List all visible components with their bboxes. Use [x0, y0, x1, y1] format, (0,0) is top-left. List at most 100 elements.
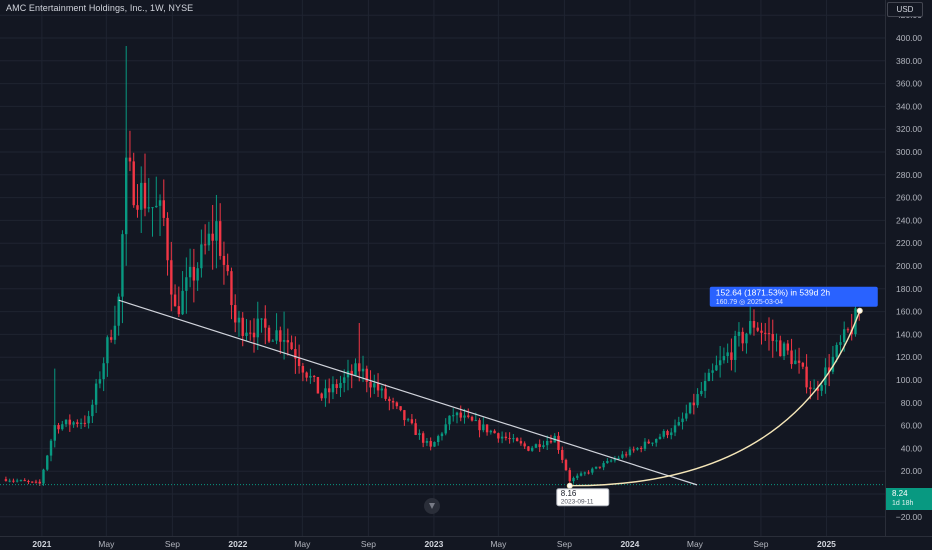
candle-body [474, 420, 477, 422]
candle-body [380, 388, 384, 391]
low-label-value: 8.16 [561, 489, 577, 498]
candle-body [425, 441, 429, 443]
candle-body [429, 441, 432, 447]
candle-body [260, 318, 263, 320]
candle-body [839, 342, 842, 345]
candle-body [136, 205, 139, 210]
candle-body [700, 390, 703, 395]
candle-body [530, 447, 534, 451]
candle-body [418, 433, 421, 435]
candle-body [132, 161, 135, 206]
candle-body [549, 440, 553, 443]
candle-body [613, 458, 617, 461]
currency-button[interactable]: USD [887, 2, 923, 17]
candle-body [655, 439, 658, 443]
measure-arc [569, 310, 861, 487]
candle-body [715, 365, 718, 371]
candle-body [500, 436, 504, 439]
y-tick-label: 140.00 [896, 329, 922, 339]
symbol-title: AMC Entertainment Holdings, Inc., 1W, NY… [6, 3, 194, 13]
candle-body [106, 337, 109, 364]
candle-body [726, 352, 729, 357]
candle-body [196, 268, 199, 281]
candle-body [388, 398, 391, 402]
candle-body [587, 472, 590, 474]
candle-body [651, 442, 654, 444]
candles [4, 45, 861, 486]
candle-body [312, 375, 316, 377]
candle-body [448, 415, 451, 425]
candle-body [158, 200, 162, 206]
candle-body [572, 477, 575, 482]
candle-body [564, 459, 568, 471]
candle-body [27, 481, 30, 483]
candle-body [215, 221, 218, 241]
measure-arc-start [566, 482, 573, 489]
candle-body [275, 330, 278, 341]
candle-body [4, 479, 8, 481]
candle-body [662, 431, 665, 437]
x-tick-label: May [687, 539, 704, 549]
candle-body [15, 480, 19, 482]
candle-body [316, 376, 320, 394]
grid [0, 0, 885, 536]
y-tick-label: 100.00 [896, 375, 922, 385]
candle-body [256, 318, 259, 338]
candle-body [512, 438, 515, 440]
bar-countdown: 1d 18h [892, 500, 914, 507]
candle-body [677, 422, 680, 426]
candle-body [711, 370, 714, 373]
candle-body [546, 440, 549, 446]
candle-body [113, 325, 117, 340]
candle-body [192, 266, 196, 281]
candle-body [576, 475, 579, 478]
candle-body [846, 329, 850, 331]
candle-body [485, 424, 489, 433]
candle-body [745, 333, 748, 344]
y-tick-label: 400.00 [896, 33, 922, 43]
candle-body [200, 244, 203, 269]
candle-body [609, 460, 613, 462]
y-tick-label: 340.00 [896, 101, 922, 111]
candle-body [354, 363, 357, 376]
candle-body [538, 444, 541, 448]
candle-body [636, 447, 639, 450]
candle-body [358, 363, 361, 372]
candle-body [643, 441, 647, 449]
candle-body [421, 433, 425, 443]
candle-body [166, 217, 169, 261]
y-tick-label: 320.00 [896, 124, 922, 134]
x-tick-label: 2021 [32, 539, 51, 549]
candle-body [203, 244, 207, 246]
y-tick-label: 40.00 [901, 443, 923, 453]
candle-body [775, 340, 778, 342]
candle-body [264, 318, 267, 328]
candle-body [339, 382, 342, 389]
candle-body [53, 425, 56, 441]
x-tick-label: 2023 [424, 539, 443, 549]
last-price-badge: 8.24 1d 18h [886, 488, 932, 510]
candle-body [673, 425, 677, 433]
candle-body [207, 233, 211, 246]
candle-body [271, 340, 275, 342]
x-tick-label: May [490, 539, 507, 549]
candle-body [369, 381, 372, 388]
candle-body [102, 363, 105, 380]
x-tick-label: Sep [753, 539, 768, 549]
candle-body [68, 419, 72, 425]
candle-body [827, 367, 831, 372]
candle-body [42, 469, 45, 484]
candle-body [437, 436, 440, 442]
trendline [118, 299, 698, 486]
candle-body [707, 372, 711, 381]
candle-body [624, 454, 628, 456]
candle-body [173, 294, 177, 307]
x-tick-label: May [294, 539, 311, 549]
measure-label-line1: 152.64 (1871.53%) in 539d 2h [716, 288, 831, 298]
candle-body [470, 416, 474, 421]
low-label-bg [556, 488, 610, 507]
